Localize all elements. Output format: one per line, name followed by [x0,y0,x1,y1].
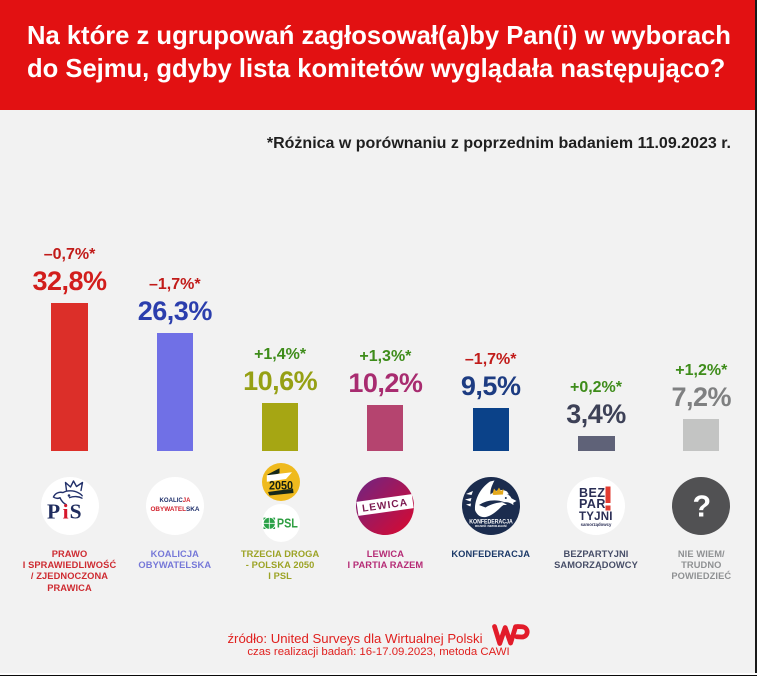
svg-text:SKA: SKA [186,506,200,513]
svg-text:S: S [69,500,81,524]
svg-text:i: i [62,500,68,524]
svg-text:BEZ: BEZ [579,486,606,500]
svg-text:2050: 2050 [269,478,293,492]
svg-text:P: P [47,500,60,524]
svg-text:JA: JA [183,497,191,504]
svg-text:TYJNI: TYJNI [579,511,613,523]
svg-text:KOALIC: KOALIC [159,497,182,504]
svg-text:?: ? [693,490,712,524]
svg-text:OBYWATEL: OBYWATEL [150,506,186,513]
svg-text:PAR: PAR [579,497,606,511]
svg-text:KONFEDERACJA: KONFEDERACJA [469,519,513,526]
svg-text:WOLNOŚĆ I NIEPODLEGŁOŚĆ: WOLNOŚĆ I NIEPODLEGŁOŚĆ [475,525,507,528]
svg-text:samorządowcy: samorządowcy [581,522,612,527]
svg-text:PSL: PSL [276,515,297,530]
